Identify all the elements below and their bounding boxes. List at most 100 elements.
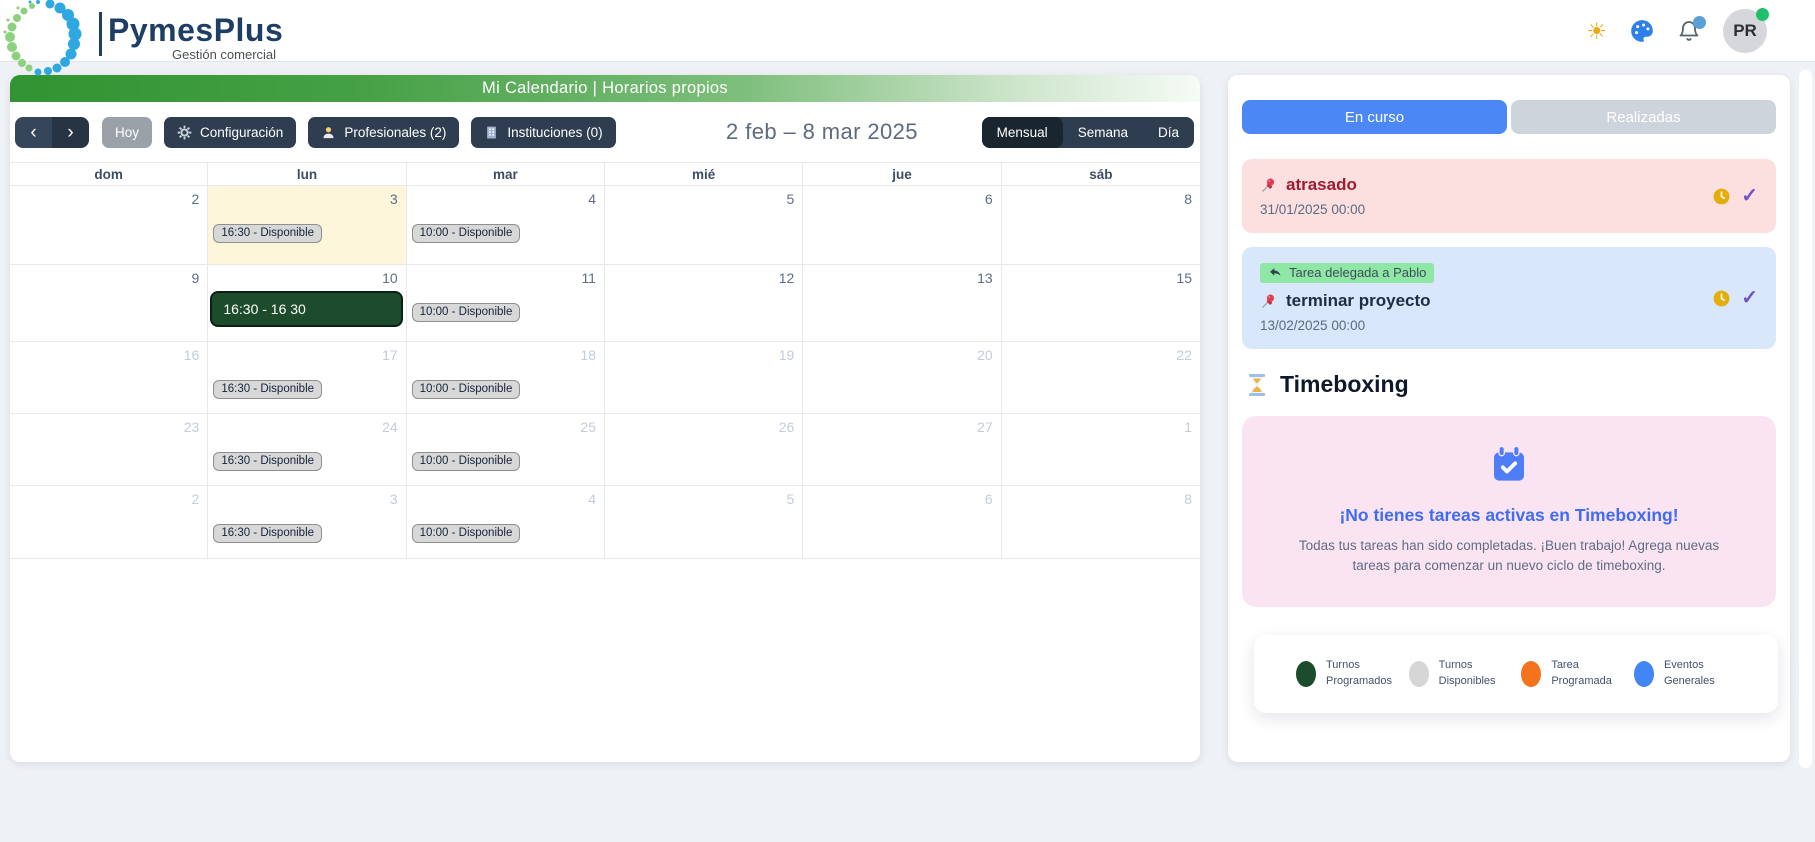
day-cell-w3-19[interactable]: 19 bbox=[604, 342, 804, 414]
day-cell-w4-24[interactable]: 24 16:30 - Disponible bbox=[208, 414, 407, 486]
day-cell-w4-26[interactable]: 26 bbox=[604, 414, 804, 486]
task-card-delegated[interactable]: Tarea delegada a Pablo terminar proyecto 1… bbox=[1242, 247, 1776, 349]
legend-item-turnos-programados: Turnos Programados bbox=[1296, 658, 1406, 689]
prev-button[interactable]: ‹ bbox=[15, 116, 52, 148]
day-cell-w4-23[interactable]: 23 bbox=[10, 414, 209, 486]
complete-check-icon[interactable]: ✓ bbox=[1741, 185, 1758, 207]
day-cell-w5-2[interactable]: 2 bbox=[10, 486, 209, 559]
available-shift-event[interactable]: 16:30 - Disponible bbox=[213, 452, 323, 471]
legend-label: Eventos Generales bbox=[1663, 659, 1715, 687]
theme-toggle-button[interactable]: ☀ bbox=[1586, 17, 1607, 44]
day-number: 3 bbox=[389, 191, 398, 207]
pin-icon bbox=[1262, 294, 1275, 308]
avatar[interactable]: PR bbox=[1723, 8, 1769, 53]
timeboxing-empty-card: ¡No tienes tareas activas en Timeboxing!… bbox=[1242, 416, 1776, 607]
available-shift-event[interactable]: 10:00 - Disponible bbox=[411, 380, 521, 399]
day-number: 6 bbox=[984, 491, 993, 507]
scheduled-shift-event[interactable]: 16:30 - 16 30 bbox=[210, 291, 403, 327]
avatar-initials: PR bbox=[1733, 21, 1757, 40]
postpone-button[interactable] bbox=[1712, 187, 1731, 206]
professionals-button[interactable]: Profesionales (2) bbox=[308, 116, 460, 148]
complete-check-icon[interactable]: ✓ bbox=[1741, 287, 1758, 309]
legend-color-dot bbox=[1296, 660, 1316, 687]
day-number: 10 bbox=[382, 270, 398, 286]
today-button[interactable]: Hoy bbox=[102, 116, 153, 148]
today-label: Hoy bbox=[115, 124, 140, 140]
day-cell-w5-5[interactable]: 5 bbox=[604, 486, 804, 559]
page-scrollbar[interactable] bbox=[1799, 70, 1812, 768]
day-number: 3 bbox=[389, 491, 398, 507]
day-cell-w2-13[interactable]: 13 bbox=[803, 265, 1002, 342]
day-cell-w1-6[interactable]: 6 bbox=[803, 186, 1002, 265]
sun-icon: ☀ bbox=[1586, 17, 1607, 44]
day-cell-w3-18[interactable]: 18 10:00 - Disponible bbox=[406, 342, 605, 414]
day-cell-w3-16[interactable]: 16 bbox=[10, 342, 209, 414]
postpone-button[interactable] bbox=[1712, 289, 1731, 308]
day-cell-w1-4[interactable]: 4 10:00 - Disponible bbox=[406, 186, 605, 265]
legend-item-tarea-programada: Tarea Programada bbox=[1521, 658, 1631, 689]
available-shift-event[interactable]: 16:30 - Disponible bbox=[213, 380, 323, 399]
next-button[interactable]: › bbox=[52, 116, 89, 148]
bell-icon bbox=[1679, 21, 1699, 41]
day-cell-w5-3[interactable]: 3 16:30 - Disponible bbox=[208, 486, 407, 559]
institutions-label: Instituciones (0) bbox=[507, 124, 603, 140]
calendar-grid: dom lun mar mié jue sáb 2 3 16:30 - Disponible 4 1… bbox=[10, 162, 1200, 559]
day-cell-w5-4[interactable]: 4 10:00 - Disponible bbox=[406, 486, 605, 559]
palette-icon bbox=[1631, 20, 1653, 42]
day-number: 23 bbox=[183, 419, 200, 435]
legend-label: Turnos Disponibles bbox=[1438, 659, 1496, 687]
available-shift-event[interactable]: 16:30 - Disponible bbox=[213, 224, 323, 243]
brand-name: PymesPlus bbox=[108, 12, 284, 48]
day-cell-w2-12[interactable]: 12 bbox=[604, 265, 804, 342]
day-cell-w3-22[interactable]: 22 bbox=[1001, 342, 1200, 414]
day-number: 25 bbox=[580, 419, 596, 435]
tab-en-curso[interactable]: En curso bbox=[1242, 100, 1507, 134]
available-shift-event[interactable]: 10:00 - Disponible bbox=[411, 524, 521, 543]
day-number: 8 bbox=[1184, 491, 1192, 507]
day-cell-w2-10[interactable]: 10 16:30 - 16 30 bbox=[208, 265, 407, 342]
professionals-label: Profesionales (2) bbox=[344, 124, 447, 140]
task-card-overdue[interactable]: atrasado 31/01/2025 00:00 ✓ bbox=[1242, 159, 1776, 233]
hourglass-icon bbox=[1249, 373, 1265, 396]
legend-color-dot bbox=[1521, 660, 1542, 687]
day-header-sáb: sáb bbox=[1001, 162, 1200, 186]
available-shift-event[interactable]: 10:00 - Disponible bbox=[411, 303, 521, 322]
day-number: 15 bbox=[1176, 270, 1192, 286]
legend-color-dot bbox=[1408, 660, 1429, 687]
available-shift-event[interactable]: 16:30 - Disponible bbox=[213, 524, 323, 543]
day-cell-w3-20[interactable]: 20 bbox=[803, 342, 1002, 414]
clock-icon[interactable] bbox=[1712, 289, 1731, 308]
day-header-mar: mar bbox=[406, 162, 605, 186]
date-range-label: 2 feb – 8 mar 2025 bbox=[726, 119, 918, 144]
day-cell-w4-27[interactable]: 27 bbox=[803, 414, 1002, 486]
configuration-button[interactable]: Configuración bbox=[164, 116, 297, 148]
timeboxing-empty-title: ¡No tienes tareas activas en Timeboxing! bbox=[1339, 505, 1679, 525]
day-cell-w3-17[interactable]: 17 16:30 - Disponible bbox=[208, 342, 407, 414]
day-number: 17 bbox=[382, 347, 398, 363]
view-button-día[interactable]: Día bbox=[1143, 117, 1194, 148]
day-cell-w5-8[interactable]: 8 bbox=[1001, 486, 1200, 559]
day-cell-w2-9[interactable]: 9 bbox=[10, 265, 209, 342]
day-cell-w1-3[interactable]: 3 16:30 - Disponible bbox=[208, 186, 407, 265]
day-cell-w4-1[interactable]: 1 bbox=[1001, 414, 1200, 486]
day-number: 1 bbox=[1184, 419, 1192, 435]
clock-icon[interactable] bbox=[1712, 187, 1731, 206]
view-button-mensual[interactable]: Mensual bbox=[981, 116, 1063, 148]
day-cell-w1-8[interactable]: 8 bbox=[1001, 186, 1200, 265]
view-button-semana[interactable]: Semana bbox=[1063, 117, 1143, 148]
available-shift-event[interactable]: 10:00 - Disponible bbox=[411, 224, 521, 243]
timeboxing-title: Timeboxing bbox=[1280, 371, 1409, 397]
day-cell-w1-5[interactable]: 5 bbox=[604, 186, 804, 265]
day-cell-w4-25[interactable]: 25 10:00 - Disponible bbox=[406, 414, 605, 486]
notifications-button[interactable] bbox=[1677, 16, 1706, 43]
day-cell-w1-2[interactable]: 2 bbox=[10, 186, 209, 265]
appearance-button[interactable] bbox=[1629, 18, 1655, 44]
tab-realizadas[interactable]: Realizadas bbox=[1511, 100, 1776, 134]
available-shift-event[interactable]: 10:00 - Disponible bbox=[411, 452, 521, 471]
institutions-button[interactable]: Instituciones (0) bbox=[471, 116, 616, 148]
calendar-toolbar: ‹ › Hoy Configuración Profesionales (2) bbox=[10, 102, 1200, 162]
day-cell-w2-11[interactable]: 11 10:00 - Disponible bbox=[406, 265, 605, 342]
day-cell-w2-15[interactable]: 15 bbox=[1001, 265, 1200, 342]
task-actions: ✓ bbox=[1712, 186, 1758, 206]
day-cell-w5-6[interactable]: 6 bbox=[803, 486, 1002, 559]
